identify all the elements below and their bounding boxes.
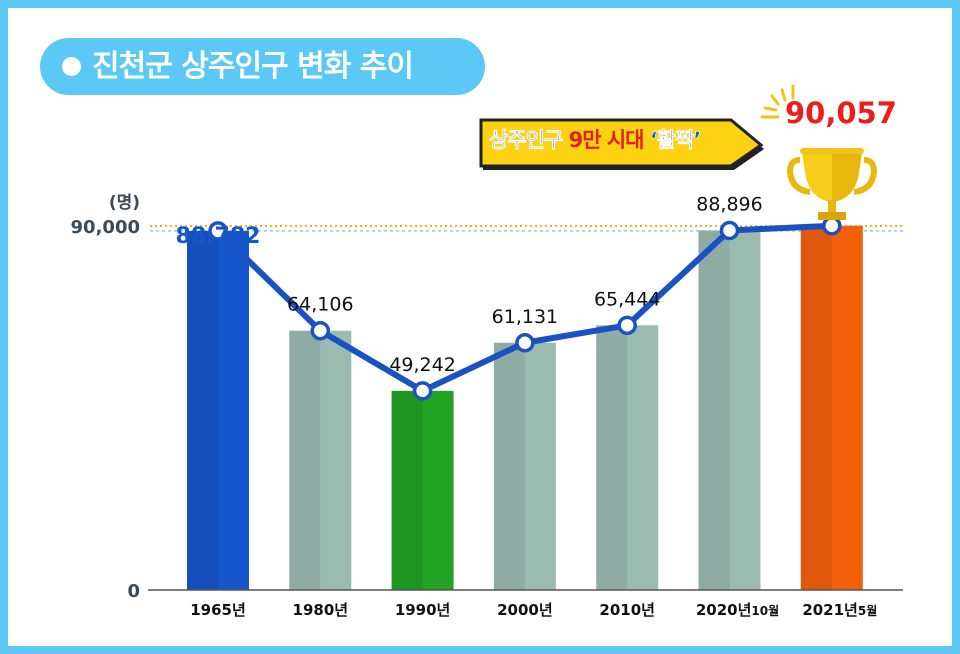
bar-shade-1 (289, 330, 321, 590)
bar-shade-5 (698, 230, 730, 590)
data-label-1: 64,106 (287, 294, 353, 316)
banner-part2: 9만 시대 (568, 128, 645, 152)
chart-title: 진천군 상주인구 변화 추이 (92, 49, 414, 84)
x-tick-label-1: 1980년 (293, 601, 349, 619)
data-point-0 (208, 221, 228, 241)
bar-shade-2 (391, 390, 423, 590)
data-point-2 (412, 381, 433, 401)
data-point-3 (515, 333, 535, 353)
x-tick-label-3: 2000년 (497, 601, 553, 619)
bar-2 (391, 390, 454, 590)
data-label-2: 49,242 (389, 354, 455, 376)
bar-0 (187, 230, 249, 590)
data-point-4 (617, 315, 637, 336)
x-tick-label-0: 1965년 (190, 601, 246, 619)
y-tick-label: 0 (127, 581, 140, 602)
bar-shade-4 (596, 325, 628, 590)
chart-title-pill: 진천군 상주인구 변화 추이 (40, 38, 485, 95)
data-label-5: 88,896 (696, 193, 762, 215)
data-label-4: 65,444 (594, 288, 660, 310)
bar-4 (596, 325, 659, 590)
x-tick-label-2: 1990년 (395, 601, 451, 619)
data-label-0: 88,782 (176, 224, 261, 249)
data-point-5 (719, 220, 740, 241)
data-point-1 (310, 320, 331, 341)
bullet-icon (62, 57, 81, 76)
bar-shade-3 (493, 342, 525, 590)
y-tick-label: 90,000 (71, 217, 140, 238)
chart-frame (8, 8, 952, 646)
bar-3 (493, 342, 556, 590)
data-label-3: 61,131 (492, 306, 558, 328)
bar-shade-6 (800, 225, 832, 590)
bar-1 (289, 330, 352, 590)
bar-6 (800, 225, 863, 590)
x-tick-label-6: 2021년5월 (802, 601, 877, 619)
banner-part1: 상주인구 (489, 128, 564, 153)
highlight-value: 90,057 (785, 96, 897, 130)
banner-arrow (479, 118, 764, 170)
bar-shade-0 (187, 230, 218, 590)
banner-part3: ‘활짝’ (649, 128, 702, 153)
x-tick-label-5: 2020년10월 (696, 601, 779, 619)
bar-5 (698, 230, 761, 590)
banner-text: 상주인구 9만 시대 ‘활짝’ (489, 120, 702, 160)
y-axis-unit: (명) (109, 193, 140, 213)
x-tick-label-4: 2010년 (599, 601, 655, 619)
